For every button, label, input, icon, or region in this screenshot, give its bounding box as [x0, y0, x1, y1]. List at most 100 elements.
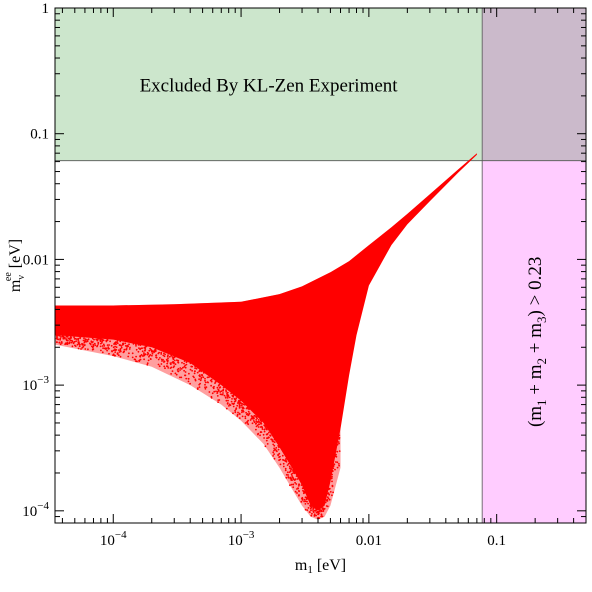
- scatter-point: [213, 390, 216, 393]
- scatter-point: [99, 338, 102, 340]
- scatter-point: [331, 485, 334, 488]
- scatter-point: [247, 419, 250, 422]
- scatter-point: [320, 509, 323, 512]
- scatter-point: [206, 381, 209, 383]
- scatter-point: [257, 426, 260, 428]
- scatter-point: [115, 343, 117, 346]
- x-tick-label: 10−4: [100, 529, 127, 549]
- scatter-point: [163, 352, 165, 355]
- scatter-point: [338, 463, 340, 465]
- scatter-point: [128, 343, 130, 346]
- scatter-point: [309, 507, 312, 510]
- scatter-point: [143, 358, 146, 361]
- scatter-point: [260, 420, 263, 423]
- scatter-point: [261, 426, 264, 429]
- scatter-point: [95, 338, 98, 341]
- scatter-point: [191, 369, 194, 372]
- y-tick-label: 0.01: [23, 252, 49, 268]
- scatter-point: [238, 406, 241, 409]
- scatter-point: [117, 354, 120, 357]
- scatter-point: [119, 344, 121, 347]
- scatter-point: [238, 403, 241, 406]
- scatter-point: [301, 497, 303, 500]
- scatter-point: [168, 355, 171, 358]
- scatter-point: [135, 348, 138, 351]
- scatter-point: [82, 339, 85, 342]
- y-axis-title-main: m: [7, 279, 24, 292]
- scatter-point: [286, 464, 289, 466]
- scatter-point: [80, 348, 82, 350]
- scatter-point: [222, 392, 224, 394]
- scatter-point: [118, 351, 121, 353]
- scatter-point: [184, 371, 187, 373]
- scatter-point: [187, 380, 190, 383]
- scatter-point: [295, 483, 298, 485]
- scatter-point: [79, 343, 81, 346]
- scatter-point: [101, 345, 104, 347]
- scatter-point: [151, 354, 153, 357]
- scatter-point: [157, 363, 160, 366]
- scatter-point: [335, 453, 337, 456]
- scatter-point: [143, 347, 146, 349]
- scatter-point: [94, 344, 97, 347]
- scatter-point: [204, 386, 206, 389]
- scatter-point: [55, 337, 58, 340]
- scatter-point: [161, 360, 163, 362]
- scatter-point: [214, 382, 216, 384]
- scatter-point: [56, 341, 58, 344]
- scatter-point: [111, 350, 113, 353]
- scatter-point: [108, 344, 110, 346]
- scatter-point: [146, 353, 149, 356]
- scatter-point: [68, 342, 71, 345]
- scatter-point: [92, 343, 95, 346]
- scatter-point: [170, 354, 173, 357]
- scatter-point: [166, 360, 169, 363]
- scatter-point: [181, 361, 183, 364]
- scatter-point: [139, 344, 142, 346]
- y-tick-label: 0.1: [30, 127, 49, 143]
- scatter-point: [305, 496, 308, 499]
- scatter-point: [267, 436, 270, 439]
- scatter-point: [204, 387, 207, 390]
- scatter-point: [75, 340, 78, 342]
- scatter-point: [199, 375, 201, 378]
- scatter-point: [146, 362, 149, 365]
- scatter-point: [171, 370, 174, 372]
- scatter-point: [234, 398, 237, 401]
- scatter-point: [293, 472, 296, 475]
- scatter-point: [162, 359, 165, 361]
- scatter-point: [143, 352, 145, 354]
- scatter-point: [58, 341, 61, 344]
- scatter-point: [272, 443, 275, 446]
- scatter-point: [131, 352, 134, 355]
- scatter-point: [226, 391, 229, 394]
- scatter-point: [110, 344, 113, 347]
- scatter-point: [217, 389, 220, 392]
- scatter-point: [256, 421, 259, 423]
- scatter-point: [255, 422, 257, 425]
- scatter-point: [164, 353, 167, 356]
- scatter-point: [264, 425, 266, 427]
- scatter-point: [306, 500, 308, 503]
- scatter-point: [315, 514, 317, 517]
- scatter-point: [303, 500, 305, 503]
- scatter-point: [266, 443, 269, 445]
- scatter-point: [329, 491, 332, 493]
- scatter-point: [59, 343, 62, 346]
- scatter-point: [119, 340, 122, 343]
- scatter-point: [205, 386, 208, 388]
- scatter-point: [226, 402, 229, 404]
- scatter-point: [241, 415, 244, 418]
- scatter-point: [251, 422, 254, 425]
- scatter-point: [338, 464, 340, 467]
- scatter-point: [218, 383, 221, 386]
- scatter-point: [112, 354, 114, 357]
- y-tick-label: 1: [42, 1, 50, 17]
- scatter-point: [105, 339, 108, 342]
- scatter-point: [179, 376, 181, 379]
- scatter-point: [114, 341, 117, 344]
- scatter-point: [175, 373, 178, 376]
- scatter-point: [300, 484, 303, 486]
- scatter-point: [93, 342, 96, 345]
- scatter-point: [285, 458, 288, 460]
